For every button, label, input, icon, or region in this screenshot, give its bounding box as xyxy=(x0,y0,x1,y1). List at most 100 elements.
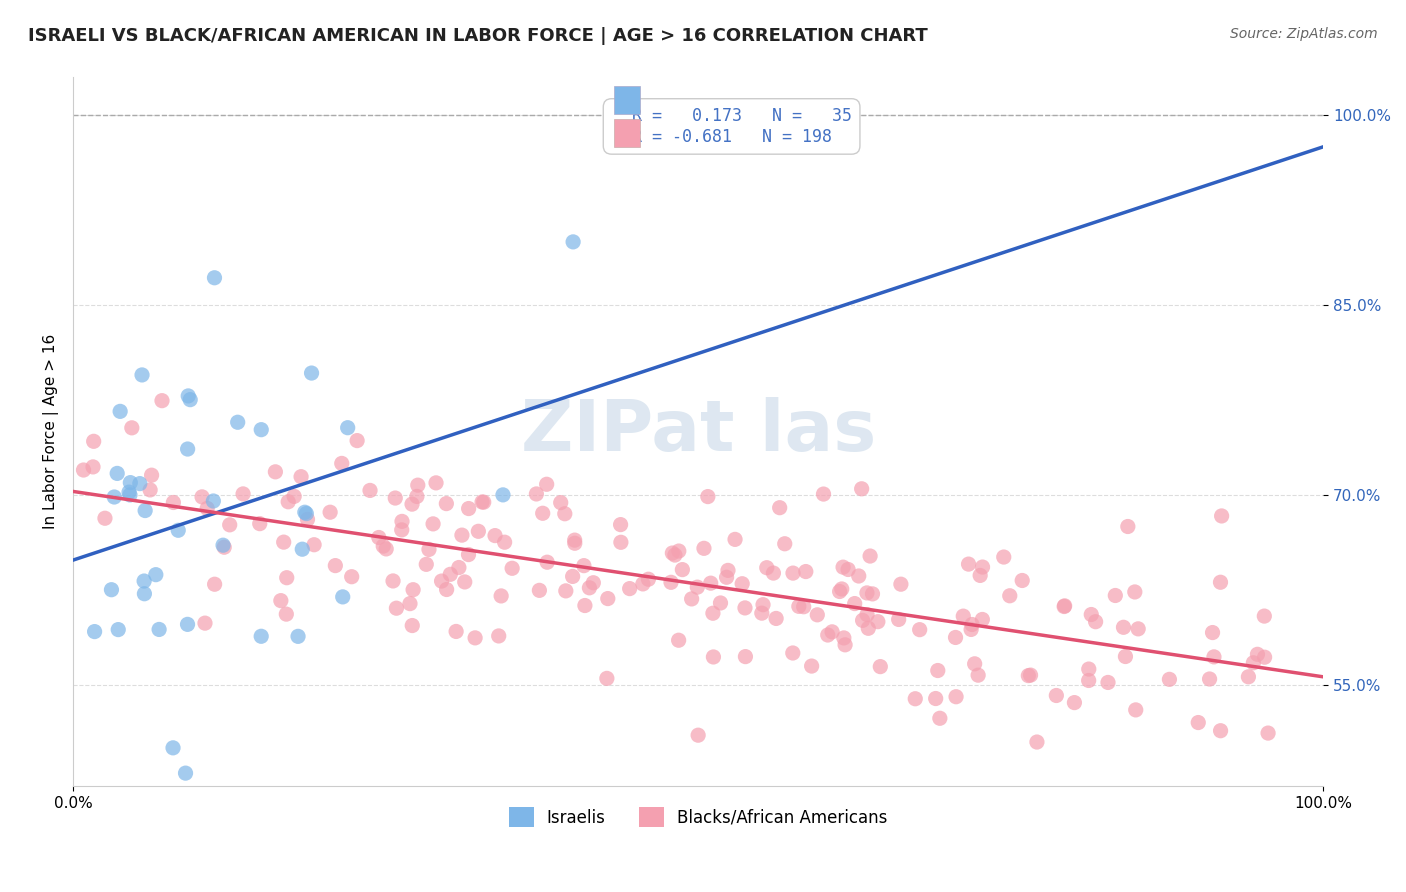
Blacks/African Americans xyxy=(276,571,298,585)
Blacks/African Americans xyxy=(1063,696,1085,710)
Blacks/African Americans xyxy=(1237,670,1260,684)
Blacks/African Americans xyxy=(1077,662,1099,676)
Israelis xyxy=(134,574,156,588)
Blacks/African Americans xyxy=(637,572,659,586)
Blacks/African Americans xyxy=(702,606,724,620)
Blacks/African Americans xyxy=(1246,648,1268,662)
Blacks/African Americans xyxy=(561,569,583,583)
Blacks/African Americans xyxy=(232,487,254,501)
Blacks/African Americans xyxy=(249,516,271,531)
Blacks/African Americans xyxy=(724,533,747,547)
Blacks/African Americans xyxy=(430,574,453,588)
Blacks/African Americans xyxy=(1159,673,1181,687)
Blacks/African Americans xyxy=(610,535,633,549)
Blacks/African Americans xyxy=(856,607,879,622)
Blacks/African Americans xyxy=(945,631,967,645)
Blacks/African Americans xyxy=(681,591,703,606)
Blacks/African Americans xyxy=(709,596,731,610)
Blacks/African Americans xyxy=(1112,620,1135,634)
Blacks/African Americans xyxy=(121,421,143,435)
Blacks/African Americans xyxy=(1026,735,1049,749)
Blacks/African Americans xyxy=(1045,689,1067,703)
Blacks/African Americans xyxy=(494,535,516,549)
Blacks/African Americans xyxy=(82,459,104,474)
Blacks/African Americans xyxy=(806,607,828,622)
Blacks/African Americans xyxy=(1201,625,1223,640)
Blacks/African Americans xyxy=(848,569,870,583)
Blacks/African Americans xyxy=(325,558,347,573)
Israelis xyxy=(294,505,316,519)
Blacks/African Americans xyxy=(422,516,444,531)
Blacks/African Americans xyxy=(457,501,479,516)
Blacks/African Americans xyxy=(869,659,891,673)
Blacks/African Americans xyxy=(526,487,548,501)
Y-axis label: In Labor Force | Age > 16: In Labor Force | Age > 16 xyxy=(44,334,59,529)
Israelis xyxy=(204,270,226,285)
Legend: Israelis, Blacks/African Americans: Israelis, Blacks/African Americans xyxy=(502,800,894,834)
Blacks/African Americans xyxy=(385,601,408,615)
Blacks/African Americans xyxy=(755,560,778,574)
Blacks/African Americans xyxy=(1114,649,1136,664)
Blacks/African Americans xyxy=(382,574,405,588)
Blacks/African Americans xyxy=(283,490,305,504)
Blacks/African Americans xyxy=(1211,508,1233,523)
Blacks/African Americans xyxy=(212,540,235,554)
Blacks/African Americans xyxy=(457,548,479,562)
Blacks/African Americans xyxy=(851,482,873,496)
Blacks/African Americans xyxy=(191,490,214,504)
Blacks/African Americans xyxy=(536,477,558,491)
Israelis xyxy=(162,740,184,755)
Blacks/African Americans xyxy=(564,536,586,550)
Blacks/African Americans xyxy=(765,611,787,625)
Blacks/African Americans xyxy=(817,628,839,642)
Blacks/African Americans xyxy=(1116,519,1139,533)
Israelis xyxy=(134,503,156,517)
Blacks/African Americans xyxy=(367,531,389,545)
Blacks/African Americans xyxy=(668,633,690,648)
Blacks/African Americans xyxy=(890,577,912,591)
Blacks/African Americans xyxy=(831,582,853,596)
Blacks/African Americans xyxy=(800,659,823,673)
Blacks/African Americans xyxy=(297,512,319,526)
Blacks/African Americans xyxy=(277,495,299,509)
Blacks/African Americans xyxy=(927,664,949,678)
Israelis xyxy=(291,542,314,557)
Blacks/African Americans xyxy=(1123,585,1146,599)
Blacks/African Americans xyxy=(150,393,173,408)
Israelis xyxy=(287,629,309,643)
Blacks/African Americans xyxy=(488,629,510,643)
Blacks/African Americans xyxy=(887,612,910,626)
Blacks/African Americans xyxy=(1104,589,1126,603)
Blacks/African Americans xyxy=(264,465,287,479)
Blacks/African Americans xyxy=(464,631,486,645)
Israelis xyxy=(118,488,141,502)
Blacks/African Americans xyxy=(346,434,368,448)
Blacks/African Americans xyxy=(340,570,363,584)
Blacks/African Americans xyxy=(693,541,716,556)
Blacks/African Americans xyxy=(554,507,576,521)
Blacks/African Americans xyxy=(162,495,184,509)
Blacks/African Americans xyxy=(1209,723,1232,738)
Blacks/African Americans xyxy=(751,606,773,620)
Blacks/African Americans xyxy=(276,607,298,621)
Blacks/African Americans xyxy=(273,535,295,549)
Blacks/African Americans xyxy=(439,567,461,582)
Blacks/African Americans xyxy=(734,601,756,615)
Blacks/African Americans xyxy=(924,691,946,706)
Israelis xyxy=(176,442,198,456)
Text: R =   0.173   N =   35
  R = -0.681   N = 198: R = 0.173 N = 35 R = -0.681 N = 198 xyxy=(612,107,852,145)
Blacks/African Americans xyxy=(661,546,683,560)
Blacks/African Americans xyxy=(671,563,693,577)
Israelis xyxy=(212,538,235,552)
Israelis xyxy=(100,582,122,597)
Blacks/African Americans xyxy=(904,691,927,706)
Blacks/African Americans xyxy=(72,463,94,477)
Israelis xyxy=(174,766,197,780)
Israelis xyxy=(301,366,323,380)
Blacks/African Americans xyxy=(1241,656,1264,670)
Blacks/African Americans xyxy=(716,570,738,584)
Blacks/African Americans xyxy=(659,575,682,590)
Blacks/African Americans xyxy=(1253,609,1275,624)
Blacks/African Americans xyxy=(1198,672,1220,686)
Blacks/African Americans xyxy=(501,561,523,575)
